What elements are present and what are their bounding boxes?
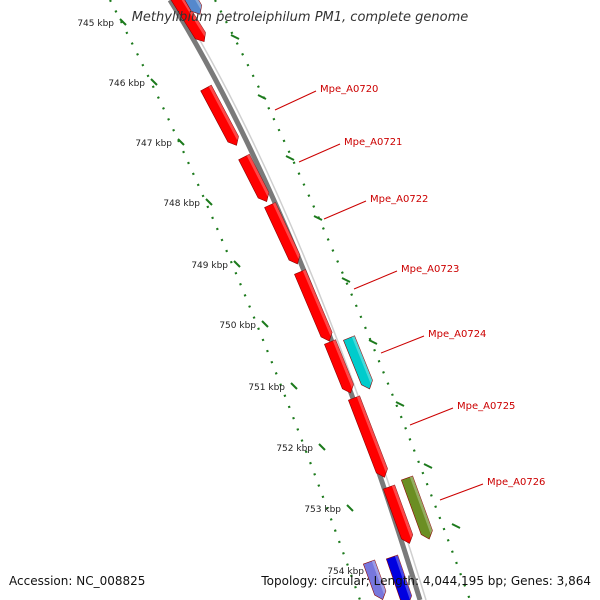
ruler-tick-label: 747 kbp (135, 139, 172, 149)
gene-label-leader (323, 200, 367, 220)
ruler-tick-mark (423, 463, 433, 469)
ruler-tick-mark (285, 155, 295, 161)
gene-arrow[interactable] (200, 84, 242, 148)
ruler-tick-mark (257, 94, 267, 100)
gene-arrow[interactable] (324, 339, 356, 395)
ruler-tick-mark (150, 78, 158, 86)
ruler-tick-mark (451, 523, 461, 529)
ruler-tick-label: 753 kbp (304, 505, 341, 515)
ruler-tick-mark (205, 198, 213, 206)
gene-arrow[interactable] (348, 395, 390, 480)
gene-label-leader (353, 270, 398, 290)
ruler-tick-mark (346, 504, 354, 512)
gene-arrow[interactable] (264, 202, 303, 266)
map-title: Methylibium petroleiphilum PM1, complete… (131, 10, 469, 25)
gene-arrow[interactable] (238, 153, 272, 204)
genome-summary-text: Topology: circular; Length: 4,044,195 bp… (261, 574, 591, 588)
gene-label[interactable]: Mpe_A0723 (401, 264, 459, 275)
gene-label[interactable]: Mpe_A0726 (487, 477, 545, 488)
ruler-tick-mark (313, 215, 323, 221)
gene-label[interactable]: Mpe_A0722 (370, 194, 428, 205)
gene-arrow[interactable] (400, 475, 435, 541)
accession-text: Accession: NC_008825 (9, 574, 146, 588)
gene-arrow[interactable] (169, 0, 209, 45)
gene-arrow[interactable] (343, 335, 375, 391)
ruler-tick-label: 746 kbp (108, 79, 145, 89)
ruler-tick-label: 749 kbp (191, 261, 228, 271)
ruler-tick-label: 750 kbp (219, 321, 256, 331)
gene-label-leader (274, 90, 317, 111)
ruler-tick-mark (119, 18, 127, 26)
gene-arrow[interactable] (294, 269, 334, 344)
gene-label-leader (380, 335, 425, 354)
ruler-tick-mark (341, 277, 351, 283)
ruler-tick-label: 754 kbp (327, 567, 364, 577)
gene-label[interactable]: Mpe_A0720 (320, 84, 378, 95)
ruler-tick-mark (233, 260, 241, 268)
gene-label[interactable]: Mpe_A0721 (344, 137, 402, 148)
gene-label-leader (409, 407, 454, 426)
gene-arrow[interactable] (362, 559, 388, 600)
gene-arrow[interactable] (385, 554, 414, 600)
ruler-tick-mark (290, 382, 298, 390)
ruler-tick-mark (261, 320, 269, 328)
ruler-tick-mark (368, 339, 378, 345)
gene-label-leader (298, 143, 341, 163)
ruler-tick-label: 748 kbp (163, 199, 200, 209)
ruler-tick-mark (177, 138, 185, 146)
gene-label-leader (439, 483, 484, 501)
ruler-tick-label: 752 kbp (276, 444, 313, 454)
ruler-tick-label: 751 kbp (248, 383, 285, 393)
ruler-tick-mark (395, 401, 405, 407)
ruler-tick-label: 745 kbp (77, 19, 114, 29)
ruler-tick-mark (230, 34, 240, 40)
gene-arrow[interactable] (382, 484, 415, 545)
gene-label[interactable]: Mpe_A0725 (457, 401, 515, 412)
gene-label[interactable]: Mpe_A0724 (428, 329, 486, 340)
gene-arrow[interactable] (184, 0, 205, 17)
ruler-tick-mark (318, 443, 326, 451)
